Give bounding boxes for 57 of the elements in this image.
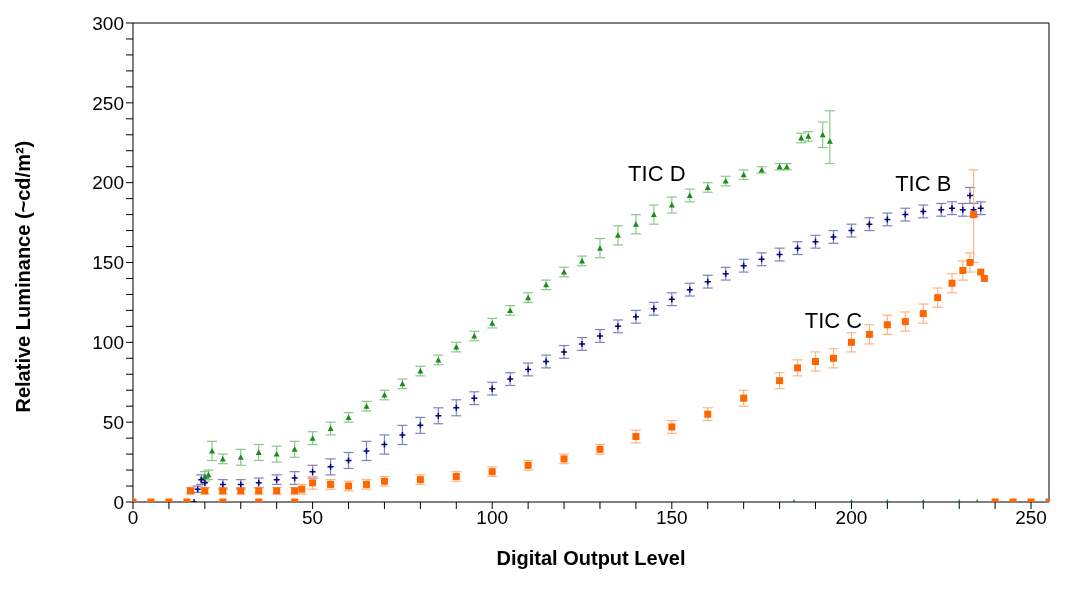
- point: [309, 479, 317, 487]
- point: [596, 332, 604, 340]
- x-tick-label: 100: [476, 507, 509, 529]
- series-label: TIC C: [804, 308, 863, 334]
- point: [829, 354, 837, 362]
- point: [740, 394, 748, 402]
- point: [309, 435, 316, 441]
- series-label: TIC D: [628, 160, 686, 186]
- point: [901, 318, 909, 326]
- point: [506, 375, 514, 383]
- x-tick-label: 0: [127, 507, 139, 529]
- point: [980, 274, 988, 282]
- y-tick-label: 150: [92, 252, 124, 274]
- point: [959, 266, 967, 274]
- point: [668, 423, 676, 431]
- point: [812, 357, 820, 365]
- x-tick-label: 50: [302, 507, 324, 529]
- point: [686, 192, 693, 198]
- point: [934, 294, 942, 302]
- y-tick-label: 0: [113, 491, 124, 513]
- point: [704, 410, 712, 418]
- point: [327, 425, 334, 432]
- point: [794, 364, 802, 372]
- point: [632, 221, 639, 227]
- point: [632, 313, 640, 321]
- point: [919, 310, 927, 318]
- point: [237, 454, 244, 460]
- point: [948, 279, 956, 287]
- point: [632, 433, 640, 441]
- point: [826, 138, 833, 144]
- point: [865, 330, 873, 338]
- y-tick-label: 300: [92, 12, 124, 34]
- point: [650, 211, 657, 218]
- point: [291, 446, 298, 452]
- point: [966, 259, 974, 266]
- point: [614, 232, 621, 238]
- point: [560, 348, 568, 356]
- y-tick-label: 50: [102, 411, 124, 433]
- x-axis-title: Digital Output Level: [496, 547, 686, 569]
- x-tick-label: 150: [655, 507, 688, 529]
- point: [668, 295, 676, 303]
- point: [847, 338, 855, 346]
- point: [273, 451, 280, 457]
- y-axis-title: Relative Luminance (~cd/m²): [12, 140, 35, 413]
- y-tick-label: 200: [92, 172, 124, 194]
- x-tick-label: 200: [835, 507, 868, 529]
- y-tick-label: 100: [92, 332, 124, 354]
- point: [596, 245, 603, 251]
- point: [650, 305, 658, 313]
- point: [977, 268, 985, 276]
- point: [578, 340, 586, 348]
- y-tick-label: 250: [92, 92, 124, 114]
- x-tick-label: 250: [1015, 507, 1047, 529]
- point: [776, 377, 784, 385]
- point: [883, 321, 891, 329]
- point: [668, 202, 675, 208]
- series-label: TIC B: [895, 171, 952, 197]
